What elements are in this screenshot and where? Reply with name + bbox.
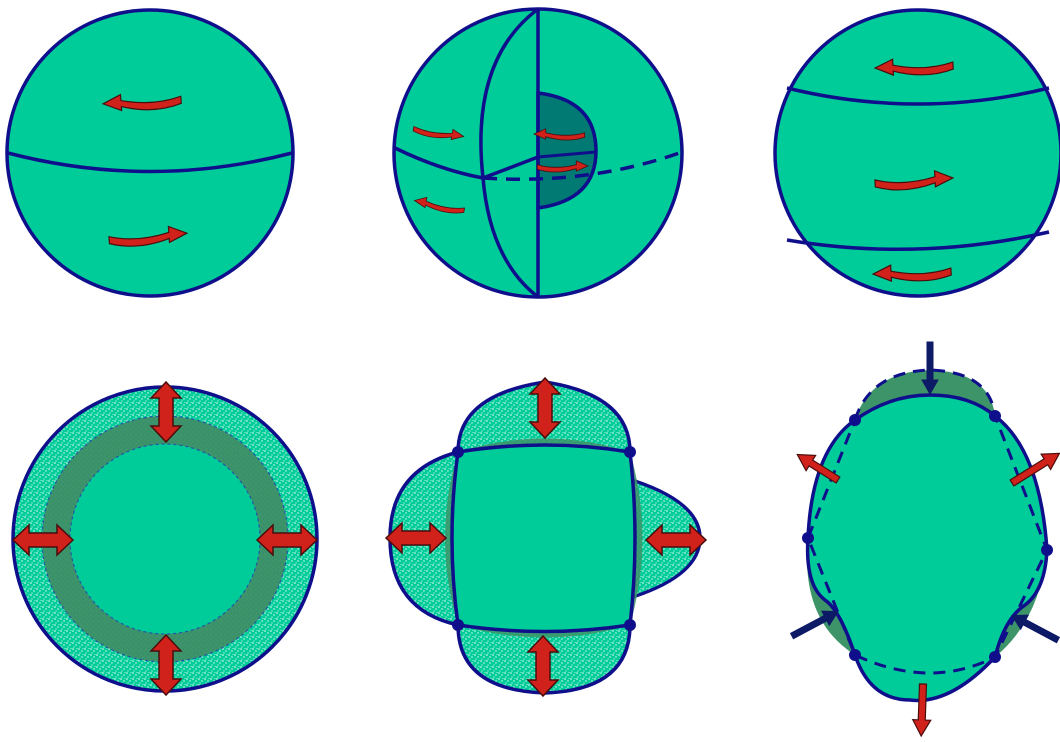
- higher-order-spheroidal-mode: [789, 341, 1060, 738]
- dashed-outline: [806, 368, 1049, 675]
- blue-arrow-lower-right: [1011, 614, 1060, 644]
- equator-line: [394, 146, 539, 180]
- node-point: [989, 410, 1001, 422]
- inner-square: [450, 443, 637, 634]
- red-arrow-upper-right: [1009, 452, 1060, 487]
- red-arrow-upper-left: [796, 453, 841, 484]
- lower-band-line: [786, 230, 1050, 252]
- blue-arrow-top: [921, 341, 939, 396]
- upper-band-line: [786, 86, 1050, 106]
- node-point: [849, 649, 861, 661]
- node-point: [989, 651, 1001, 663]
- node-point: [1041, 544, 1053, 556]
- inner-disk: [69, 443, 261, 635]
- node-point: [452, 446, 464, 458]
- node-point: [624, 446, 636, 458]
- equator-line: [7, 151, 293, 174]
- deformed-shape: [805, 393, 1049, 703]
- equator-dashed: [482, 150, 683, 181]
- node-point: [452, 619, 464, 631]
- core-equator: [537, 150, 597, 159]
- red-arrow-bottom: [911, 683, 932, 738]
- node-point: [624, 619, 636, 631]
- node-point: [849, 414, 861, 426]
- node-point: [802, 532, 814, 544]
- radial-breathing-mode: [11, 381, 319, 696]
- sphere-torsional-equator: [5, 8, 295, 298]
- football-mode: [385, 377, 707, 697]
- sphere-torsional-bands: [773, 8, 1060, 298]
- sphere-torsional-cutaway: [392, 7, 684, 299]
- blue-arrow-lower-left: [789, 610, 839, 640]
